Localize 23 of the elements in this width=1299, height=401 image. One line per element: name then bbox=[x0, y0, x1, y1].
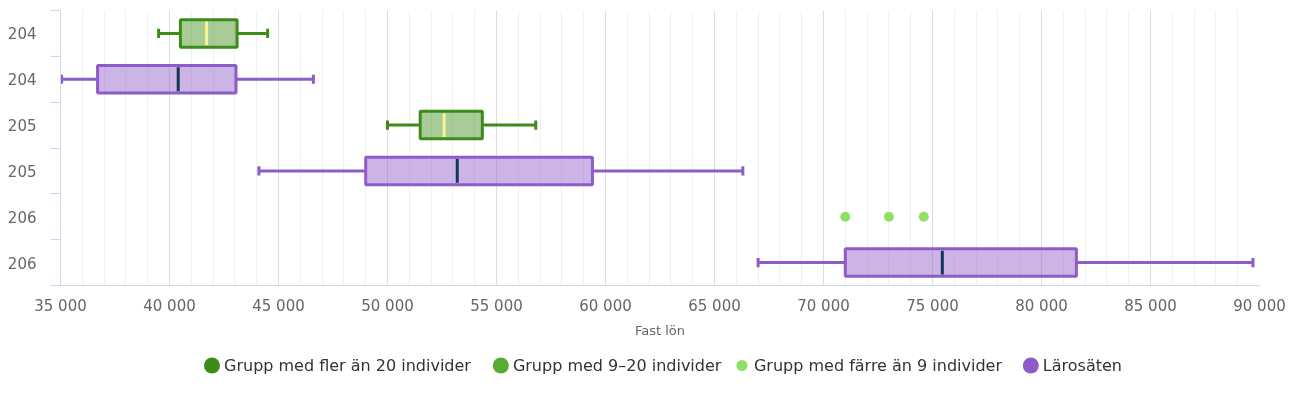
y-tick-label: 205 bbox=[7, 117, 37, 136]
x-tick-label: 45 000 bbox=[252, 296, 305, 315]
y-tick-label: 204 bbox=[7, 71, 37, 90]
x-tick-label: 90 000 bbox=[1233, 296, 1286, 315]
y-tick-label: 204 bbox=[7, 25, 37, 44]
legend-label: Grupp med färre än 9 individer bbox=[753, 356, 1003, 375]
x-tick-label: 80 000 bbox=[1015, 296, 1068, 315]
x-tick-label: 35 000 bbox=[34, 296, 87, 315]
x-tick-label: 40 000 bbox=[143, 296, 196, 315]
x-tick-label: 55 000 bbox=[470, 296, 523, 315]
x-tick-label: 50 000 bbox=[361, 296, 414, 315]
legend-label: Lärosäten bbox=[1042, 356, 1122, 375]
x-tick-label: 85 000 bbox=[1124, 296, 1177, 315]
x-axis-title: Fast lön bbox=[634, 322, 686, 338]
legend-label: Grupp med fler än 20 individer bbox=[224, 356, 472, 375]
y-tick-label: 205 bbox=[7, 162, 37, 181]
x-tick-label: 65 000 bbox=[688, 296, 741, 315]
legend-label: Grupp med 9–20 individer bbox=[512, 356, 722, 375]
x-tick-label: 60 000 bbox=[579, 296, 632, 315]
x-tick-label: 75 000 bbox=[906, 296, 959, 315]
y-tick-label: 206 bbox=[7, 254, 37, 273]
y-tick-label: 206 bbox=[7, 208, 37, 227]
x-tick-label: 70 000 bbox=[797, 296, 850, 315]
